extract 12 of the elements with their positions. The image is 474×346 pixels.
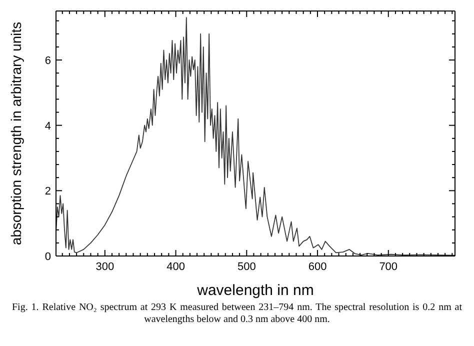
x-tick-label: 600 xyxy=(308,261,327,273)
y-tick-label: 6 xyxy=(44,55,51,67)
x-tick-label: 700 xyxy=(379,261,398,273)
y-tick-label: 0 xyxy=(44,251,51,263)
x-tick-label: 500 xyxy=(237,261,256,273)
caption: Fig. 1. Relative NO₂ spectrum at 293 K measured between 231–794 nm. The spectral resolution is 0.2 nm at wavelengths below and 0.3 nm above 400 nm. xyxy=(12,302,462,326)
y-axis-title: absorption strength in arbitrary units xyxy=(8,22,24,246)
x-axis-title: wavelength in nm xyxy=(196,282,314,299)
x-tick-label: 300 xyxy=(96,261,114,273)
y-tick-label: 2 xyxy=(44,186,51,198)
x-tick-label: 400 xyxy=(166,261,185,273)
y-tick-label: 4 xyxy=(44,120,51,132)
